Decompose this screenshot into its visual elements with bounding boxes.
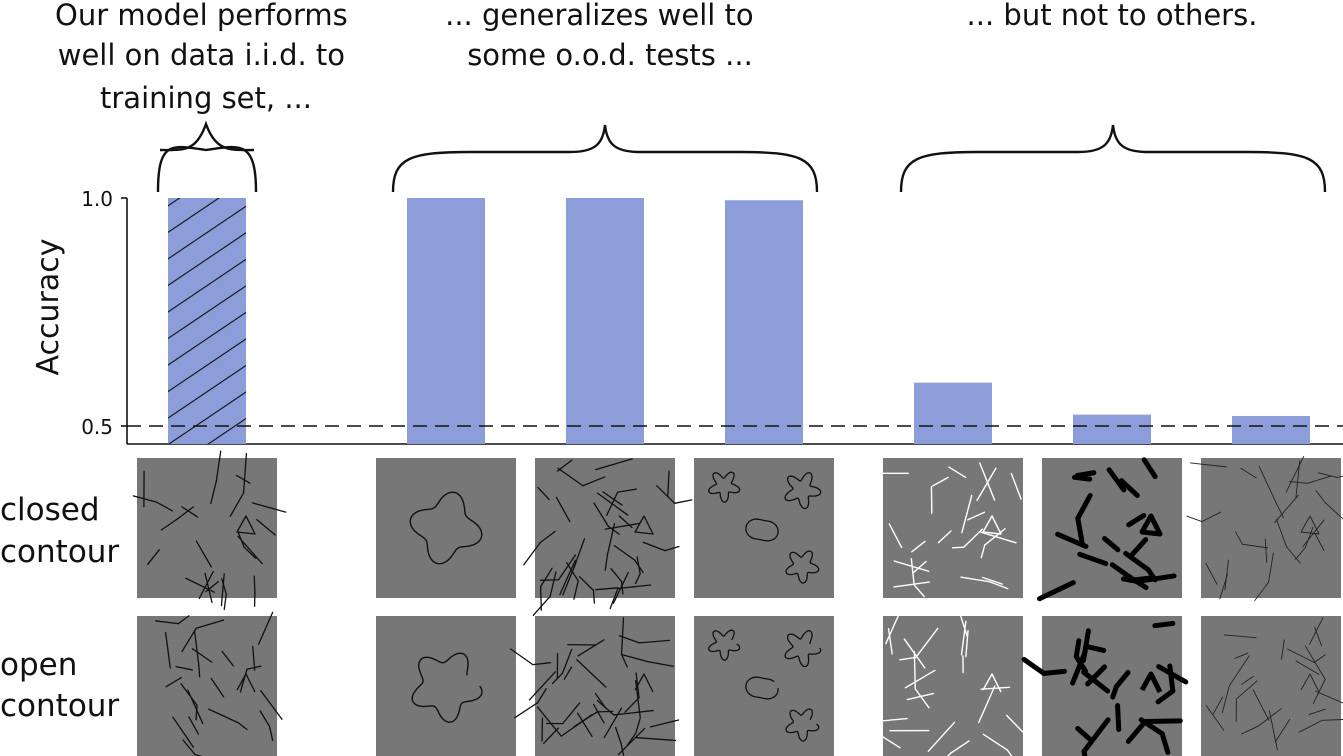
stimulus-open-contour bbox=[509, 616, 680, 756]
bar bbox=[1232, 415, 1310, 444]
annotation-iid: Our model performs well on data i.i.d. t… bbox=[55, 0, 357, 115]
stimulus-closed-contour bbox=[694, 458, 834, 598]
bar bbox=[725, 200, 803, 444]
annotation-ood-good: ... generalizes well to some o.o.d. test… bbox=[445, 0, 763, 72]
stimulus-open-contour bbox=[694, 616, 834, 756]
bar bbox=[566, 198, 644, 444]
brace-ood-good bbox=[391, 124, 819, 193]
row-label-open: open contour bbox=[0, 647, 119, 724]
stimulus-closed-contour bbox=[523, 458, 693, 616]
y-tick-label: 0.5 bbox=[81, 415, 113, 439]
bar-iid bbox=[168, 198, 246, 444]
y-axis bbox=[121, 197, 128, 444]
y-axis-label: Accuracy bbox=[31, 239, 66, 376]
y-tick-label: 1.0 bbox=[81, 187, 113, 211]
row-label-closed: closed contour bbox=[0, 492, 119, 570]
stimulus-closed-contour bbox=[376, 458, 516, 598]
stimulus-open-contour bbox=[1021, 616, 1189, 756]
bar bbox=[1073, 414, 1151, 444]
brace-iid bbox=[156, 120, 258, 193]
stimulus-panels bbox=[132, 450, 1343, 756]
stimulus-open-contour bbox=[866, 609, 1024, 756]
brace-ood-bad bbox=[899, 124, 1327, 193]
stimulus-closed-contour bbox=[1186, 456, 1343, 602]
stimulus-open-contour bbox=[1201, 616, 1343, 756]
bar bbox=[407, 198, 485, 444]
annotation-ood-bad: ... but not to others. bbox=[967, 0, 1258, 32]
stimulus-closed-contour bbox=[132, 450, 287, 611]
stimulus-open-contour bbox=[376, 616, 516, 756]
bars bbox=[168, 198, 1310, 444]
stimulus-closed-contour bbox=[1036, 457, 1182, 602]
bar bbox=[914, 382, 992, 444]
stimulus-open-contour bbox=[137, 611, 283, 756]
stimulus-closed-contour bbox=[882, 458, 1023, 598]
